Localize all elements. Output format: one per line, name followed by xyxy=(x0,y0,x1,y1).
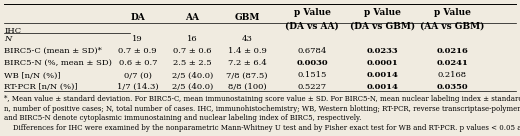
Text: 8/8 (100): 8/8 (100) xyxy=(228,83,266,91)
Text: 0.0233: 0.0233 xyxy=(367,47,398,55)
Text: 1.4 ± 0.9: 1.4 ± 0.9 xyxy=(228,47,266,55)
Text: 0.0241: 0.0241 xyxy=(436,59,469,67)
Text: (DA vs GBM): (DA vs GBM) xyxy=(349,21,415,30)
Text: RT-PCR [n/N (%)]: RT-PCR [n/N (%)] xyxy=(4,83,78,91)
Text: 7/8 (87.5): 7/8 (87.5) xyxy=(226,71,268,79)
Text: p Value: p Value xyxy=(364,8,400,17)
Text: 0.0014: 0.0014 xyxy=(366,83,398,91)
Text: 2/5 (40.0): 2/5 (40.0) xyxy=(172,83,213,91)
Text: 0.0216: 0.0216 xyxy=(436,47,469,55)
Text: DA: DA xyxy=(131,13,145,21)
Text: 0.0030: 0.0030 xyxy=(296,59,328,67)
Text: 0.7 ± 0.6: 0.7 ± 0.6 xyxy=(173,47,212,55)
Text: 0.6 ± 0.7: 0.6 ± 0.7 xyxy=(119,59,157,67)
Text: BIRC5-C (mean ± SD)*: BIRC5-C (mean ± SD)* xyxy=(4,47,102,55)
Text: 0/7 (0): 0/7 (0) xyxy=(124,71,152,79)
Text: p Value: p Value xyxy=(294,8,330,17)
Text: GBM: GBM xyxy=(235,13,259,21)
Text: 1/7 (14.3): 1/7 (14.3) xyxy=(117,83,159,91)
Text: 0.1515: 0.1515 xyxy=(297,71,327,79)
Text: 43: 43 xyxy=(242,35,252,43)
Text: 0.0001: 0.0001 xyxy=(366,59,398,67)
Text: 0.6784: 0.6784 xyxy=(297,47,327,55)
Text: 0.5227: 0.5227 xyxy=(297,83,327,91)
Text: 16: 16 xyxy=(187,35,198,43)
Text: 19: 19 xyxy=(133,35,143,43)
Text: p Value: p Value xyxy=(434,8,471,17)
Text: N: N xyxy=(4,35,11,43)
Text: WB [n/N (%)]: WB [n/N (%)] xyxy=(4,71,61,79)
Text: BIRC5-N (%, mean ± SD): BIRC5-N (%, mean ± SD) xyxy=(4,59,112,67)
Text: 2/5 (40.0): 2/5 (40.0) xyxy=(172,71,213,79)
Text: 0.0350: 0.0350 xyxy=(437,83,468,91)
Text: Differences for IHC were examined by the nonparametric Mann-Whitney U test and b: Differences for IHC were examined by the… xyxy=(4,124,520,132)
Text: *, Mean value ± standard deviation. For BIRC5-C, mean immunostaining score value: *, Mean value ± standard deviation. For … xyxy=(4,95,520,103)
Text: (AA vs GBM): (AA vs GBM) xyxy=(420,21,485,30)
Text: (DA vs AA): (DA vs AA) xyxy=(285,21,339,30)
Text: n, number of positive cases; N, total number of cases. IHC, immunohistochemistry: n, number of positive cases; N, total nu… xyxy=(4,105,520,113)
Text: AA: AA xyxy=(186,13,199,21)
Text: 2.5 ± 2.5: 2.5 ± 2.5 xyxy=(173,59,212,67)
Text: 0.0014: 0.0014 xyxy=(366,71,398,79)
Text: 7.2 ± 6.4: 7.2 ± 6.4 xyxy=(228,59,266,67)
Text: 0.2168: 0.2168 xyxy=(438,71,467,79)
Text: 0.7 ± 0.9: 0.7 ± 0.9 xyxy=(119,47,157,55)
Text: IHC: IHC xyxy=(4,27,21,35)
Text: and BIRC5-N denote cytoplasmic immunostaining and nuclear labeling index of BIRC: and BIRC5-N denote cytoplasmic immunosta… xyxy=(4,114,361,122)
